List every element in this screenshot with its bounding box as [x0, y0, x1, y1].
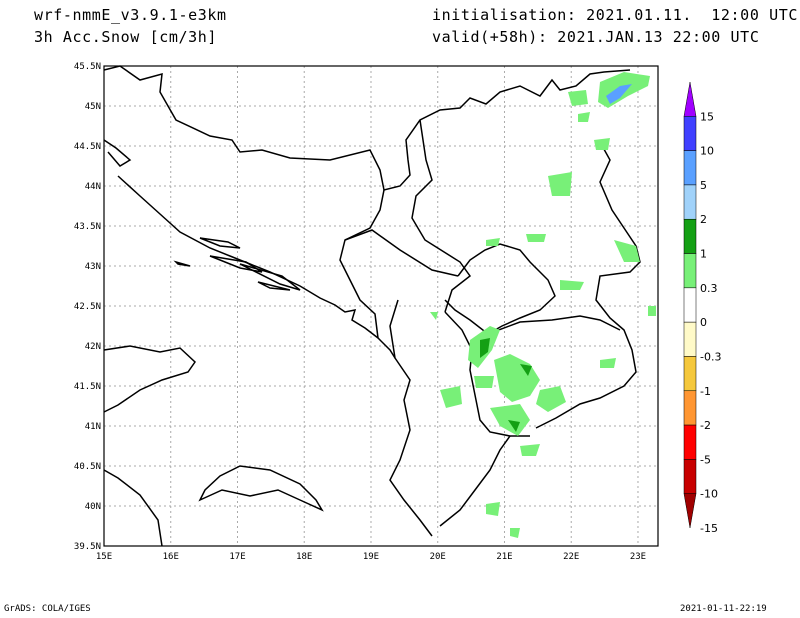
colorbar-label: 0 [700, 316, 707, 329]
lat-tick-label: 42.5N [74, 302, 101, 312]
initialisation-text: initialisation: 2021.01.11. 12:00 UTC [432, 6, 798, 24]
colorbar-segment [683, 459, 697, 494]
island-4 [239, 263, 301, 291]
colorbar-segment [683, 321, 697, 357]
lon-tick-label: 19E [363, 552, 379, 562]
colorbar-segment [683, 390, 697, 426]
lon-tick-label: 22E [563, 552, 579, 562]
colorbar-segment [683, 184, 697, 220]
albania-macedonia-border [444, 311, 530, 437]
snow-field [430, 72, 656, 538]
colorbar-segment [683, 493, 697, 529]
valid-time-text: valid(+58h): 2021.JAN.13 22:00 UTC [432, 28, 760, 46]
lat-tick-label: 43N [85, 262, 101, 272]
lon-tick-label: 23E [630, 552, 646, 562]
lon-tick-label: 16E [163, 552, 179, 562]
colorbar-segment [683, 287, 697, 323]
macedonia-border [487, 315, 621, 335]
map-grid [104, 66, 658, 546]
colorbar-label: 2 [700, 213, 707, 226]
lon-tick-label: 21E [496, 552, 512, 562]
lat-tick-label: 39.5N [74, 542, 101, 552]
colorbar: 15 10 5 2 1 0.3 0 -0.3 -1 -2 -5 -10 -15 [683, 81, 721, 535]
colorbar-label: 5 [700, 179, 707, 192]
colorbar-label: -15 [700, 522, 718, 535]
field-title: 3h Acc.Snow [cm/3h] [34, 28, 217, 46]
lat-tick-label: 45.5N [74, 62, 101, 72]
montenegro-border [344, 229, 459, 277]
lon-tick-label: 15E [96, 552, 112, 562]
colorbar-label: -0.3 [700, 350, 721, 363]
colorbar-label: 15 [700, 110, 714, 123]
italy-toe [103, 465, 324, 547]
lat-tick-label: 41.5N [74, 382, 101, 392]
serbia-border-west [411, 119, 472, 313]
colorbar-label: 1 [700, 248, 707, 261]
colorbar-segment [683, 81, 697, 117]
lon-tick-label: 18E [296, 552, 312, 562]
island-3 [173, 260, 191, 267]
colorbar-label: -1 [700, 385, 711, 398]
colorbar-segment [683, 253, 697, 289]
footer-timestamp: 2021-01-11-22:19 [680, 604, 767, 614]
lat-tick-label: 45N [85, 102, 101, 112]
colorbar-label: 10 [700, 145, 714, 158]
colorbar-segment [683, 218, 697, 254]
colorbar-label: -5 [700, 453, 711, 466]
colorbar-segment [683, 356, 697, 392]
coastline-italy-croatia-north [103, 65, 631, 191]
italy-heel [103, 345, 196, 413]
lat-tick-label: 41N [85, 422, 101, 432]
lat-tick-label: 44.5N [74, 142, 101, 152]
coastlines-borders [103, 65, 641, 547]
footer-source: GrADS: COLA/IGES [4, 604, 91, 614]
colorbar-label: -2 [700, 419, 711, 432]
colorbar-segment [683, 424, 697, 460]
lat-tick-label: 40.5N [74, 462, 101, 472]
lon-tick-label: 17E [229, 552, 245, 562]
lat-tick-label: 42N [85, 342, 101, 352]
colorbar-label: 0.3 [700, 282, 718, 295]
coastline-dalmatia [103, 139, 396, 359]
longitude-labels: 15E 16E 17E 18E 19E 20E 21E 22E 23E [96, 552, 646, 562]
kosovo-border [444, 243, 556, 335]
albania-border [389, 299, 433, 537]
model-title: wrf-nmmE_v3.9.1-e3km [34, 6, 227, 24]
serbia-bulgaria-border [535, 141, 641, 429]
lat-tick-label: 44N [85, 182, 101, 192]
lat-tick-label: 43.5N [74, 222, 101, 232]
colorbar-segment [683, 116, 697, 151]
bosnia-border [339, 189, 385, 339]
island-5 [257, 281, 291, 291]
latitude-labels: 39.5N 40N 40.5N 41N 41.5N 42N 42.5N 43N 43.5N 44N… [74, 62, 101, 552]
lon-tick-label: 20E [430, 552, 446, 562]
map-frame [103, 65, 659, 547]
lat-tick-label: 40N [85, 502, 101, 512]
island-1 [199, 237, 241, 249]
colorbar-segment [683, 150, 697, 186]
colorbar-label: -10 [700, 488, 718, 501]
island-2 [209, 255, 263, 273]
greece-border [439, 435, 511, 527]
